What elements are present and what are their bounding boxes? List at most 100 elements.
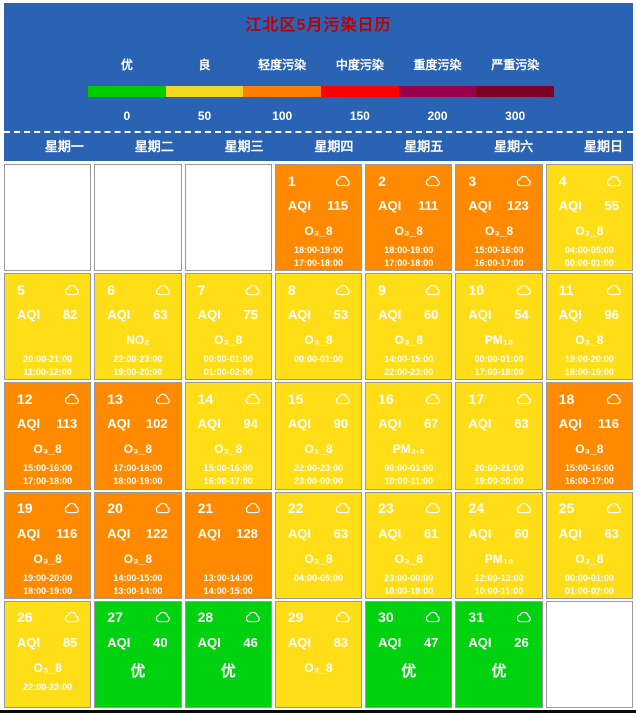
aqi-value: 55	[604, 198, 619, 213]
day-number: 1	[287, 172, 296, 189]
legend-tick-label: 200	[427, 109, 448, 123]
aqi-row: AQI 63	[547, 526, 632, 541]
cloud-icon	[155, 502, 170, 514]
aqi-value: 102	[145, 416, 168, 432]
day-cell-header: 19	[5, 493, 90, 517]
aqi-label: AQI	[107, 416, 131, 432]
day-number: 8	[287, 281, 296, 298]
day-cell-6[interactable]: 6 AQI 63 NO₂ 22:00-23:00 19:00-20:00	[94, 273, 182, 381]
aqi-row: AQI 122	[95, 526, 180, 541]
peak-times: 20:00-21:00 19:00-20:00	[456, 462, 541, 488]
peak-time: 23:00-00:00	[293, 476, 344, 487]
legend-tick-label: 0	[123, 109, 131, 123]
day-cell-20[interactable]: 20 AQI 122 O₃_8 14:00-15:00 13:00-14:00	[94, 491, 182, 599]
cloud-icon	[335, 175, 350, 186]
peak-time: 22:00-23:00	[23, 681, 73, 692]
weekday-label: 星期五	[404, 139, 444, 154]
day-cell-5[interactable]: 5 AQI 82 20:00-21:00 11:00-12:00	[4, 273, 92, 381]
aqi-label: AQI	[468, 307, 492, 323]
day-cell-19[interactable]: 19 AQI 116 O₃_8 19:00-20:00 18:00-19:00	[4, 491, 92, 599]
peak-time: 00:00-01:00	[564, 572, 614, 583]
day-cell-header: 28	[186, 602, 271, 626]
day-cell-29[interactable]: 29 AQI 83 O₃_8	[274, 600, 363, 708]
day-cell-header: 23	[366, 493, 451, 517]
aqi-row: AQI 75	[186, 307, 271, 322]
aqi-row: AQI 85	[5, 635, 90, 650]
pollutant-label: O₃_8	[575, 333, 604, 348]
aqi-row: AQI 60	[456, 526, 541, 541]
day-cell-24[interactable]: 24 AQI 60 PM₁₀ 12:00-13:00 10:00-11:00	[455, 491, 543, 599]
day-cell-14[interactable]: 14 AQI 94 O₃_8 15:00-16:00 16:00-17:00	[184, 382, 272, 490]
aqi-row: AQI 26	[456, 635, 541, 650]
peak-time: 17:00-18:00	[293, 258, 344, 268]
day-cell-16[interactable]: 16 AQI 67 PM₂.₅ 00:00-01:00 10:00-11:00	[365, 382, 453, 490]
pollutant-label: O₃_8	[214, 442, 243, 457]
peak-time: 10:00-11:00	[474, 585, 524, 596]
peak-time: 20:00-21:00	[23, 354, 73, 365]
peak-time: 00:00-01:00	[564, 258, 614, 268]
day-cell-18[interactable]: 18 AQI 116 O₃_8 15:00-16:00 16:00-17:00	[545, 382, 633, 490]
peak-times: 22:00-23:00	[5, 681, 90, 694]
day-cell-12[interactable]: 12 AQI 113 O₃_8 15:00-16:00 17:00-18:00	[4, 382, 92, 490]
day-cell-21[interactable]: 21 AQI 128 13:00-14:00 14:00-15:00	[184, 491, 272, 599]
day-number: 31	[468, 609, 484, 626]
day-cell-11[interactable]: 11 AQI 96 O₃_8 19:00-20:00 18:00-19:00	[545, 273, 633, 381]
peak-time: 13:00-14:00	[113, 585, 163, 596]
peak-times: 14:00-15:00 13:00-14:00	[95, 572, 180, 598]
day-cell-30[interactable]: 30 AQI 47 优	[365, 600, 453, 708]
cloud-icon	[245, 502, 260, 514]
day-cell-13[interactable]: 13 AQI 102 O₃_8 17:00-18:00 18:00-19:00	[94, 382, 182, 490]
aqi-value: 123	[507, 198, 529, 213]
cloud-icon	[65, 393, 80, 405]
peak-time: 00:00-01:00	[203, 354, 253, 365]
weekday-label: 星期六	[494, 139, 534, 154]
day-cell-header: 9	[366, 274, 451, 298]
peak-time: 00:00-01:00	[474, 354, 524, 365]
day-cell-10[interactable]: 10 AQI 54 PM₁₀ 00:00-01:00 17:00-18:00	[455, 273, 543, 381]
empty-day-cell	[94, 164, 182, 272]
day-cell-header: 17	[456, 383, 541, 407]
peak-times: 13:00-14:00 14:00-15:00	[186, 572, 271, 598]
day-cell-27[interactable]: 27 AQI 40 优	[94, 600, 182, 708]
aqi-row: AQI 63	[276, 526, 361, 541]
day-cell-3[interactable]: 3 AQI 123 O₃_8 15:00-16:00 16:00-17:00	[455, 164, 543, 272]
aqi-value: 116	[598, 416, 619, 432]
day-cell-23[interactable]: 23 AQI 61 O₃_8 23:00-00:00 18:00-19:00	[365, 491, 453, 599]
day-cell-4[interactable]: 4 AQI 55 O₃_8 04:00-05:00 00:00-01:00	[545, 164, 633, 272]
day-cell-31[interactable]: 31 AQI 26 优	[455, 600, 543, 708]
aqi-label: AQI	[287, 525, 311, 541]
day-cell-26[interactable]: 26 AQI 85 O₃_8 22:00-23:00	[4, 600, 92, 708]
day-cell-25[interactable]: 25 AQI 63 O₃_8 00:00-01:00 01:00-02:00	[545, 491, 633, 599]
day-number: 3	[468, 172, 477, 189]
day-cell-header: 26	[5, 602, 90, 626]
aqi-row: AQI 83	[276, 635, 361, 650]
day-cell-8[interactable]: 8 AQI 53 O₃_8 00:00-01:00	[274, 273, 363, 381]
day-cell-1[interactable]: 1 AQI 115 O₃_8 18:00-19:00 17:00-18:00	[274, 164, 363, 272]
day-cell-header: 18	[547, 383, 632, 407]
day-cell-header: 25	[547, 493, 632, 517]
day-cell-15[interactable]: 15 AQI 90 O₃_8 22:00-23:00 23:00-00:00	[274, 382, 363, 490]
peak-time: 20:00-21:00	[474, 463, 524, 474]
aqi-row: AQI 115	[276, 198, 361, 213]
aqi-label: AQI	[558, 198, 582, 213]
aqi-label: AQI	[558, 525, 582, 541]
aqi-value: 40	[153, 634, 168, 650]
peak-time: 18:00-19:00	[384, 245, 434, 255]
day-cell-header: 13	[95, 383, 180, 407]
aqi-value: 46	[243, 634, 258, 650]
peak-times: 19:00-20:00 18:00-19:00	[547, 353, 632, 379]
aqi-value: 26	[514, 634, 529, 650]
pollutant-label: O₃_8	[575, 551, 604, 566]
aqi-row: AQI 96	[547, 307, 632, 322]
aqi-label: AQI	[197, 525, 221, 541]
pollutant-label: O₃_8	[214, 333, 243, 348]
day-cell-17[interactable]: 17 AQI 63 20:00-21:00 19:00-20:00	[455, 382, 543, 490]
aqi-value: 90	[333, 416, 349, 432]
day-cell-22[interactable]: 22 AQI 63 O₃_8 04:00-05:00	[274, 491, 363, 599]
aqi-row: AQI 102	[95, 416, 180, 431]
day-cell-2[interactable]: 2 AQI 111 O₃_8 18:00-19:00 17:00-18:00	[365, 164, 453, 272]
day-cell-28[interactable]: 28 AQI 46 优	[184, 600, 272, 708]
day-cell-7[interactable]: 7 AQI 75 O₃_8 00:00-01:00 01:00-02:00	[184, 273, 272, 381]
day-cell-9[interactable]: 9 AQI 60 O₃_8 14:00-15:00 22:00-23:00	[365, 273, 453, 381]
aqi-row: AQI 123	[456, 198, 541, 213]
